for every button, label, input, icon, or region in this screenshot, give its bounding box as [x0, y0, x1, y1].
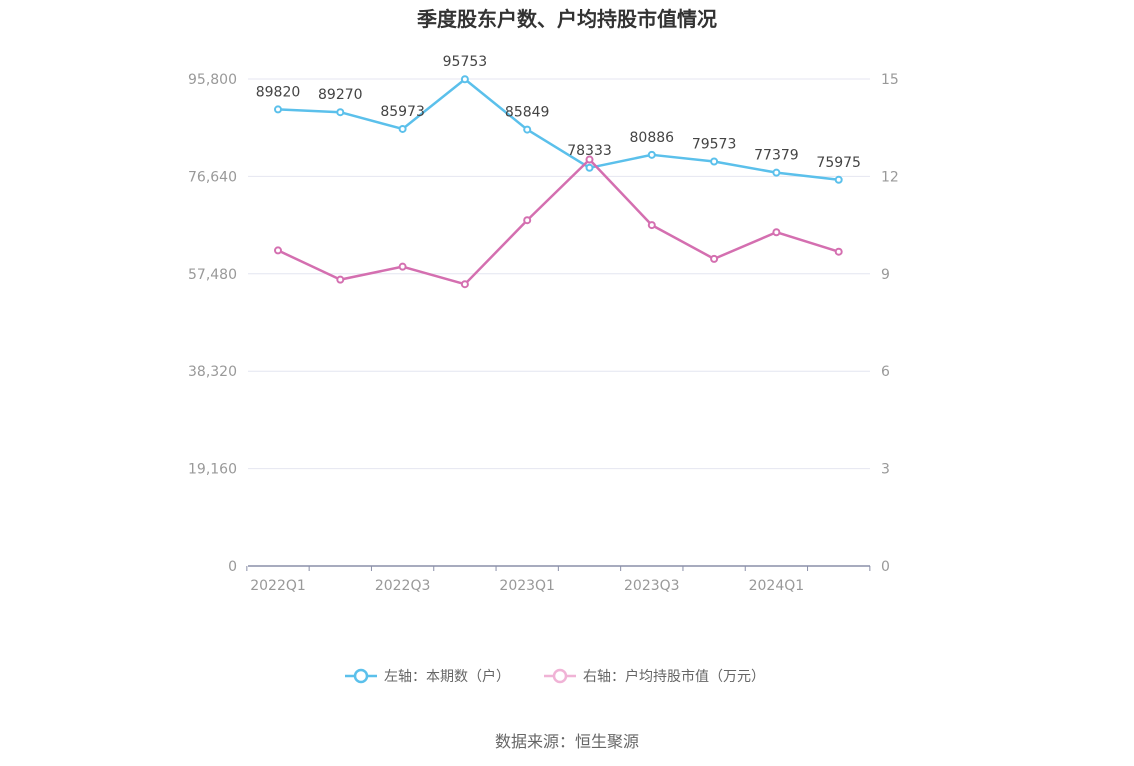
- y-left-tick-label: 95,800: [188, 72, 237, 88]
- y-left-tick-label: 0: [228, 559, 237, 575]
- data-label: 75975: [816, 155, 861, 171]
- series-line-right: [277, 158, 840, 286]
- series-line-left: [277, 77, 839, 182]
- x-tick-label: 2022Q3: [375, 578, 431, 594]
- axes: 0 19,160 38,320 57,480 76,640 95,800 0 3 6 9 12 15 2…: [188, 72, 899, 594]
- data-point: [460, 280, 469, 289]
- data-label: 79573: [692, 136, 737, 152]
- y-right-tick-label: 0: [881, 559, 890, 575]
- data-point: [834, 247, 843, 256]
- y-left-tick-label: 57,480: [188, 267, 237, 283]
- data-point: [336, 108, 345, 117]
- y-left-tick-label: 76,640: [188, 169, 237, 185]
- data-label: 77379: [754, 148, 799, 164]
- data-label: 85849: [505, 105, 550, 121]
- data-point: [274, 105, 282, 114]
- legend-marker: [353, 668, 369, 684]
- data-point: [710, 254, 719, 263]
- x-tick-label: 2024Q1: [749, 578, 805, 594]
- y-left-tick-label: 19,160: [188, 462, 237, 478]
- data-label: 95753: [443, 54, 488, 70]
- data-point: [523, 216, 532, 225]
- legend-item-left-axis[interactable]: 左轴：本期数（户）: [345, 668, 510, 685]
- chart-title: 季度股东户数、户均持股市值情况: [416, 7, 717, 31]
- data-label: 78333: [567, 143, 612, 159]
- legend-item-right-axis[interactable]: 右轴：户均持股市值（万元）: [544, 668, 765, 685]
- data-point: [647, 150, 656, 159]
- data-point: [772, 168, 781, 177]
- data-point: [398, 262, 407, 271]
- data-label: 85973: [380, 104, 425, 120]
- y-right-tick-label: 15: [881, 72, 899, 88]
- data-point: [710, 157, 719, 166]
- data-source: 数据来源：恒生聚源: [495, 732, 639, 751]
- legend-label: 右轴：户均持股市值（万元）: [583, 668, 765, 685]
- data-label: 89820: [256, 84, 301, 100]
- data-point: [523, 125, 532, 134]
- legend-marker: [552, 668, 568, 684]
- data-point: [772, 228, 781, 237]
- data-label: 89270: [318, 87, 363, 103]
- data-point: [834, 175, 843, 184]
- x-tick-label: 2022Q1: [250, 578, 306, 594]
- data-point: [585, 163, 594, 172]
- y-left-tick-label: 38,320: [188, 364, 237, 380]
- y-right-tick-label: 12: [881, 169, 899, 185]
- data-point: [274, 246, 282, 255]
- legend[interactable]: 左轴：本期数（户） 右轴：户均持股市值（万元）: [345, 668, 765, 685]
- data-point: [336, 275, 345, 284]
- x-tick-label: 2023Q1: [499, 578, 555, 594]
- x-tick-label: 2023Q3: [624, 578, 680, 594]
- data-point: [647, 221, 656, 230]
- series-layer: 89820 89270 85973 95753 85849 78333 80886 79573…: [256, 54, 861, 289]
- data-point: [585, 155, 594, 164]
- y-right-tick-label: 6: [881, 364, 890, 380]
- legend-label: 左轴：本期数（户）: [384, 668, 510, 685]
- grid: [248, 78, 870, 470]
- y-right-tick-label: 3: [881, 462, 890, 478]
- y-right-tick-label: 9: [881, 267, 890, 283]
- data-point: [398, 124, 407, 133]
- data-point: [460, 75, 469, 84]
- data-label: 80886: [630, 130, 675, 146]
